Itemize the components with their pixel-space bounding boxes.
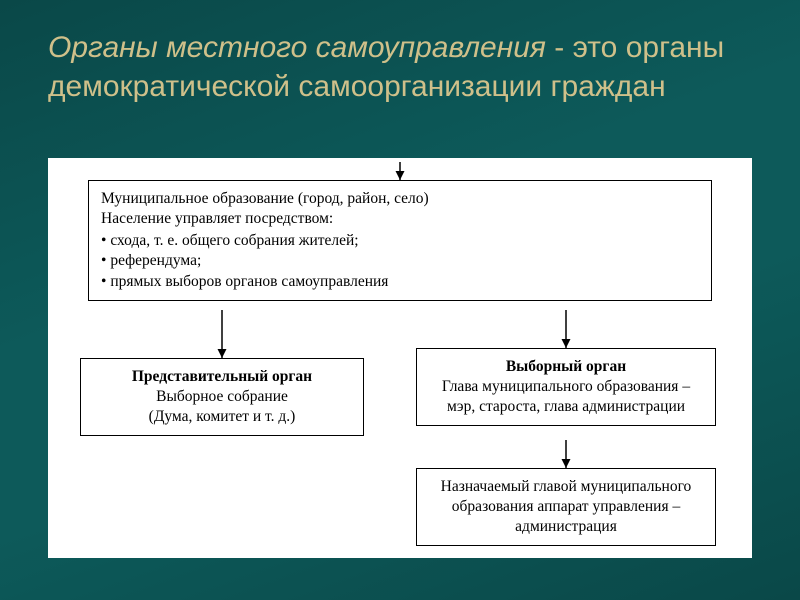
node1-heading: Муниципальное образование (город, район,… xyxy=(101,189,699,209)
node1-subhead: Население управляет посредством: xyxy=(101,209,699,229)
node1-bullet: прямых выборов органов самоуправления xyxy=(101,272,699,292)
node-administration: Назначаемый главой муниципального образо… xyxy=(416,468,716,546)
node1-bullet: схода, т. е. общего собрания жителей; xyxy=(101,231,699,251)
node2-line2: (Дума, комитет и т. д.) xyxy=(93,407,351,427)
node-representative-body: Представительный орган Выборное собрание… xyxy=(80,358,364,436)
node1-bullets: схода, т. е. общего собрания жителей; ре… xyxy=(101,231,699,291)
slide-background: Органы местного самоуправления - это орг… xyxy=(0,0,800,600)
flowchart: Муниципальное образование (город, район,… xyxy=(48,158,752,558)
diagram-panel: Муниципальное образование (город, район,… xyxy=(48,158,752,558)
node2-heading: Представительный орган xyxy=(93,367,351,387)
node1-bullet: референдума; xyxy=(101,251,699,271)
node-elected-body: Выборный орган Глава муниципального обра… xyxy=(416,348,716,426)
slide-title: Органы местного самоуправления - это орг… xyxy=(48,28,752,106)
node3-heading: Выборный орган xyxy=(429,357,703,377)
node3-line1: Глава муниципального образования – мэр, … xyxy=(429,377,703,417)
node-municipal-formation: Муниципальное образование (город, район,… xyxy=(88,180,712,301)
node4-line1: Назначаемый главой муниципального образо… xyxy=(429,477,703,537)
node2-line1: Выборное собрание xyxy=(93,387,351,407)
title-emphasis: Органы местного самоуправления xyxy=(48,31,546,64)
